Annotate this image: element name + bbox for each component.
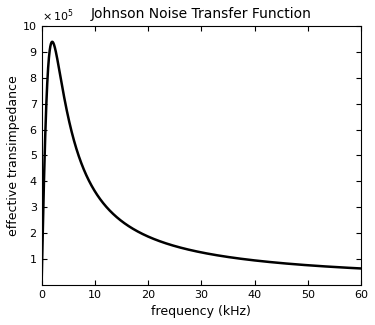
Text: $\times\,10^5$: $\times\,10^5$: [42, 7, 73, 24]
X-axis label: frequency (kHz): frequency (kHz): [152, 305, 251, 318]
Y-axis label: effective transimpedance: effective transimpedance: [7, 75, 20, 236]
Title: Johnson Noise Transfer Function: Johnson Noise Transfer Function: [91, 7, 312, 21]
